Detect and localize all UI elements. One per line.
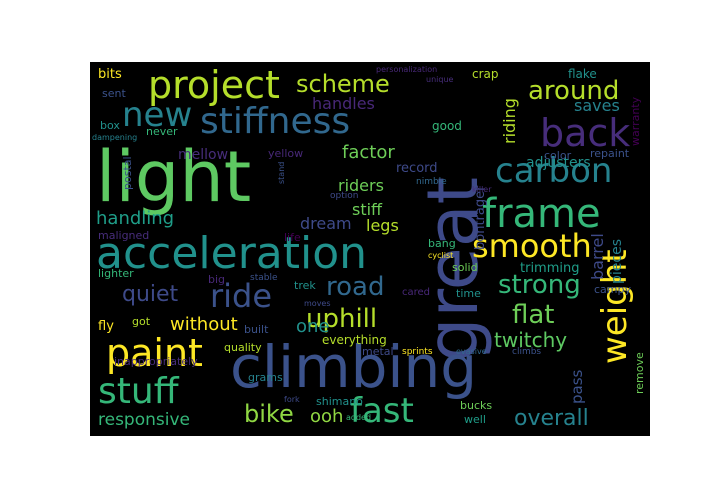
word-campy: campy: [594, 283, 631, 296]
word-scheme: scheme: [296, 70, 390, 98]
word-twitchy: twitchy: [494, 328, 568, 352]
word-inappropriately: inappropriately: [114, 355, 198, 368]
word-stiffness: stiffness: [200, 101, 351, 142]
word-stiff: stiff: [352, 200, 383, 219]
word-crap: crap: [472, 67, 499, 81]
word-option: option: [330, 191, 359, 201]
word-repaint: repaint: [590, 147, 630, 160]
word-flat: flat: [512, 300, 555, 330]
word-never: never: [146, 125, 178, 138]
word-quiet: quiet: [122, 282, 179, 307]
word-strong: strong: [498, 270, 581, 300]
word-cared: cared: [402, 287, 431, 298]
word-mellow: mellow: [178, 147, 229, 163]
word-riders: riders: [338, 176, 384, 195]
word-paint: paint: [106, 331, 203, 375]
word-postal: postal: [121, 156, 134, 190]
word-around: around: [528, 76, 620, 106]
word-dream: dream: [300, 214, 352, 233]
word-uphill: uphill: [306, 304, 378, 334]
word-moves: moves: [304, 299, 331, 308]
word-everything: everything: [322, 333, 387, 347]
word-maligned: maligned: [98, 229, 150, 242]
word-acceleration: acceleration: [96, 228, 368, 279]
word-climbing: climbing: [230, 333, 478, 401]
word-bucks: bucks: [460, 399, 493, 412]
word-back: back: [540, 111, 631, 155]
word-bontrager: bontrager: [473, 185, 488, 250]
word-project: project: [148, 63, 280, 107]
word-good: good: [432, 119, 462, 133]
word-factor: factor: [342, 142, 395, 163]
word-metal: metal: [362, 345, 394, 358]
word-box: box: [100, 119, 120, 132]
word-remove: remove: [633, 352, 646, 394]
word-quality: quality: [224, 341, 262, 354]
word-sprints: sprints: [402, 347, 433, 357]
word-one: one: [296, 316, 330, 337]
word-adjusters: adjusters: [526, 155, 591, 171]
word-lighter: lighter: [98, 267, 134, 280]
word-built: built: [244, 323, 269, 336]
word-personalization: personalization: [376, 65, 438, 74]
word-pieces: pieces: [609, 239, 625, 284]
word-added: added: [346, 413, 372, 422]
word-light: light: [96, 136, 252, 218]
word-record: record: [396, 161, 438, 176]
word-evasive: evasive: [456, 347, 487, 356]
word-unique: unique: [426, 75, 454, 84]
word-saves: saves: [574, 96, 620, 115]
word-killer: killer: [472, 185, 492, 194]
word-ride: ride: [210, 277, 273, 315]
word-new: new: [122, 95, 193, 135]
word-well: well: [464, 413, 486, 426]
word-solid: solid: [452, 261, 478, 274]
word-climbs: climbs: [512, 347, 542, 357]
word-big: big: [208, 273, 226, 286]
word-cyclist: cyclist: [428, 251, 454, 260]
word-stable: stable: [250, 273, 278, 283]
word-ooh: ooh: [310, 406, 344, 427]
word-trek: trek: [294, 279, 316, 292]
word-got: got: [132, 315, 151, 328]
word-fast: fast: [350, 391, 414, 431]
word-legs: legs: [366, 216, 399, 235]
word-warranty: warranty: [629, 96, 642, 146]
word-bits: bits: [98, 67, 122, 82]
word-shimano: shimano: [316, 395, 363, 408]
word-sent: sent: [102, 87, 126, 100]
word-life: life: [284, 231, 301, 244]
word-barrel: barrel: [588, 233, 607, 280]
word-nimble: nimble: [416, 177, 447, 187]
word-responsive: responsive: [98, 410, 190, 430]
word-riding: riding: [500, 98, 519, 144]
word-cloud-panel: light great climbing acceleration projec…: [90, 62, 650, 436]
word-road: road: [326, 272, 385, 302]
word-handling: handling: [96, 208, 175, 229]
word-stuff: stuff: [98, 371, 179, 412]
word-dampening: dampening: [92, 133, 138, 142]
word-pass: pass: [568, 369, 586, 404]
word-without: without: [170, 314, 238, 335]
word-trimming: trimming: [520, 261, 580, 276]
word-bike: bike: [244, 400, 294, 428]
word-flake: flake: [568, 67, 597, 81]
word-time: time: [456, 287, 481, 300]
word-frame: frame: [482, 191, 601, 237]
word-overall: overall: [514, 406, 589, 431]
word-carbon: carbon: [495, 151, 613, 191]
word-color: color: [544, 149, 572, 162]
word-smooth: smooth: [472, 227, 592, 265]
word-fly: fly: [98, 319, 114, 334]
word-stand: stand: [277, 161, 286, 184]
word-yellow: yellow: [268, 147, 304, 160]
word-fork: fork: [284, 395, 300, 404]
word-grams: grams: [248, 371, 283, 384]
word-bang: bang: [428, 237, 456, 250]
word-handles: handles: [312, 94, 375, 113]
